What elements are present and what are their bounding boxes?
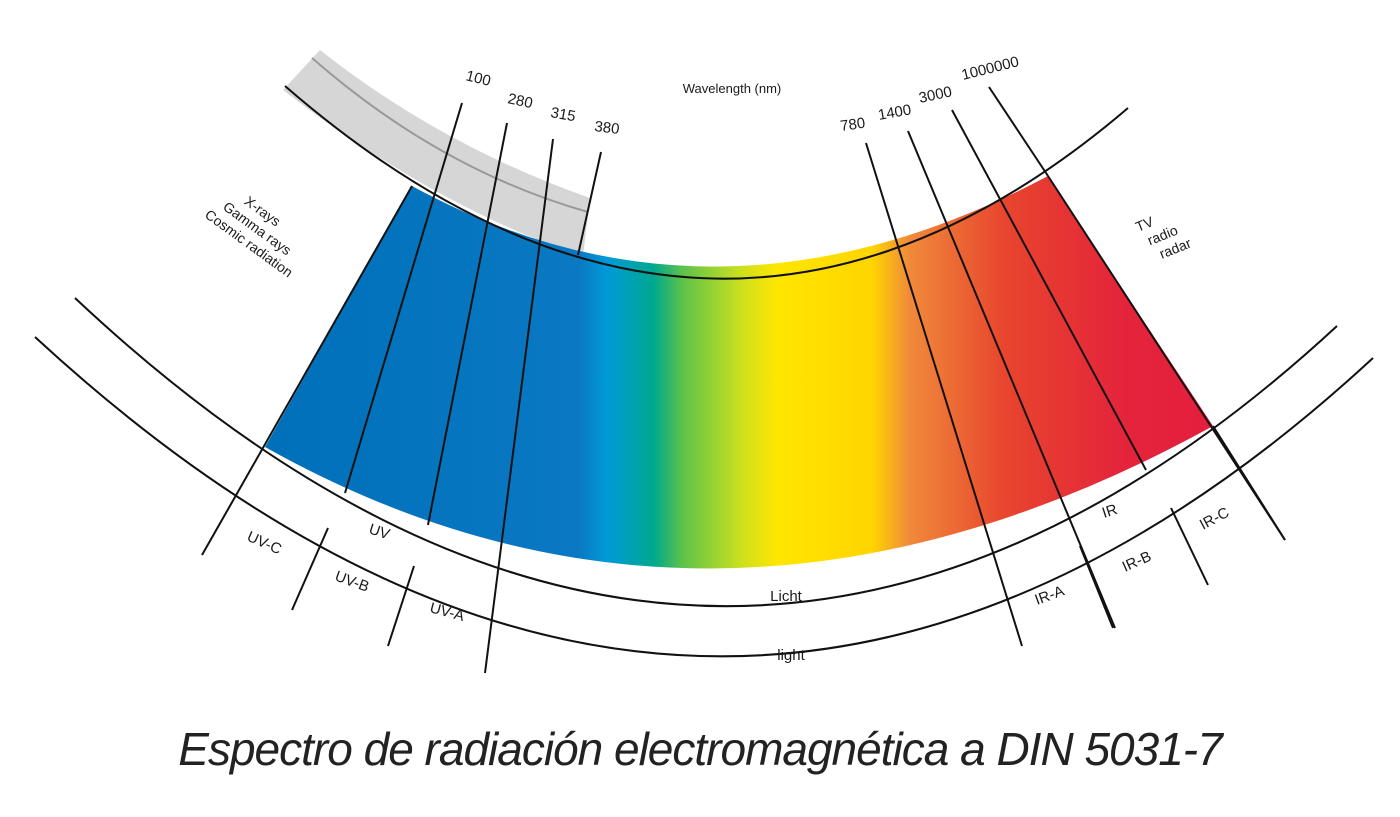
divider-ira-irb xyxy=(1079,545,1114,629)
axis-title: Wavelength (nm) xyxy=(683,81,782,96)
divider-uvb-uva xyxy=(387,565,415,647)
band-label-ir-b: IR-B xyxy=(1120,548,1154,576)
tick-line-280 xyxy=(427,122,508,526)
tick-line-380 xyxy=(577,151,602,256)
tick-line-315 xyxy=(484,138,554,674)
band-label-uv-b: UV-B xyxy=(333,568,372,596)
edge-line-left xyxy=(201,185,413,556)
tick-label-3000: 3000 xyxy=(917,83,953,107)
tick-line-3000 xyxy=(951,109,1147,471)
band-label-uv-a: UV-A xyxy=(428,599,466,624)
band-label-licht: Licht xyxy=(770,588,803,605)
tick-line-1400 xyxy=(907,130,1116,629)
divider-irb-irc xyxy=(1170,507,1209,586)
edge-line-right xyxy=(1047,175,1286,541)
label-tv: TV xyxy=(1133,213,1156,235)
divider-uvc-uvb xyxy=(291,527,329,611)
band-label-ir: IR xyxy=(1100,501,1120,522)
page-title: Espectro de radiación electromagnética a… xyxy=(178,723,1222,775)
outer-arc-top xyxy=(284,85,1129,280)
divider-irc-end xyxy=(1212,425,1286,541)
band-label-uv: UV xyxy=(367,521,392,544)
band-label-uv-c: UV-C xyxy=(244,528,284,558)
xray-band-centerline xyxy=(311,57,589,213)
tick-label-780: 780 xyxy=(839,115,866,135)
tick-line-780 xyxy=(865,142,1023,647)
tick-line-100 xyxy=(344,102,463,494)
xray-band xyxy=(283,50,590,256)
tick-label-100: 100 xyxy=(464,67,492,90)
tick-label-380: 380 xyxy=(594,118,621,138)
left-labels: X-rays Gamma rays Cosmic radiation xyxy=(202,193,296,281)
band-label-ir-c: IR-C xyxy=(1197,504,1232,534)
spectrum-band xyxy=(265,176,1213,569)
tick-label-280: 280 xyxy=(506,90,534,112)
tick-label-1400: 1400 xyxy=(877,101,913,124)
band-label-light: light xyxy=(777,647,805,664)
tick-line-1000000 xyxy=(988,86,1049,177)
arc-band-bottom xyxy=(74,297,1338,607)
arc-light-bottom xyxy=(34,336,1374,658)
tick-label-1000000: 1000000 xyxy=(960,53,1021,84)
right-labels: TV radio radar xyxy=(1133,213,1193,262)
tick-label-315: 315 xyxy=(549,104,577,125)
